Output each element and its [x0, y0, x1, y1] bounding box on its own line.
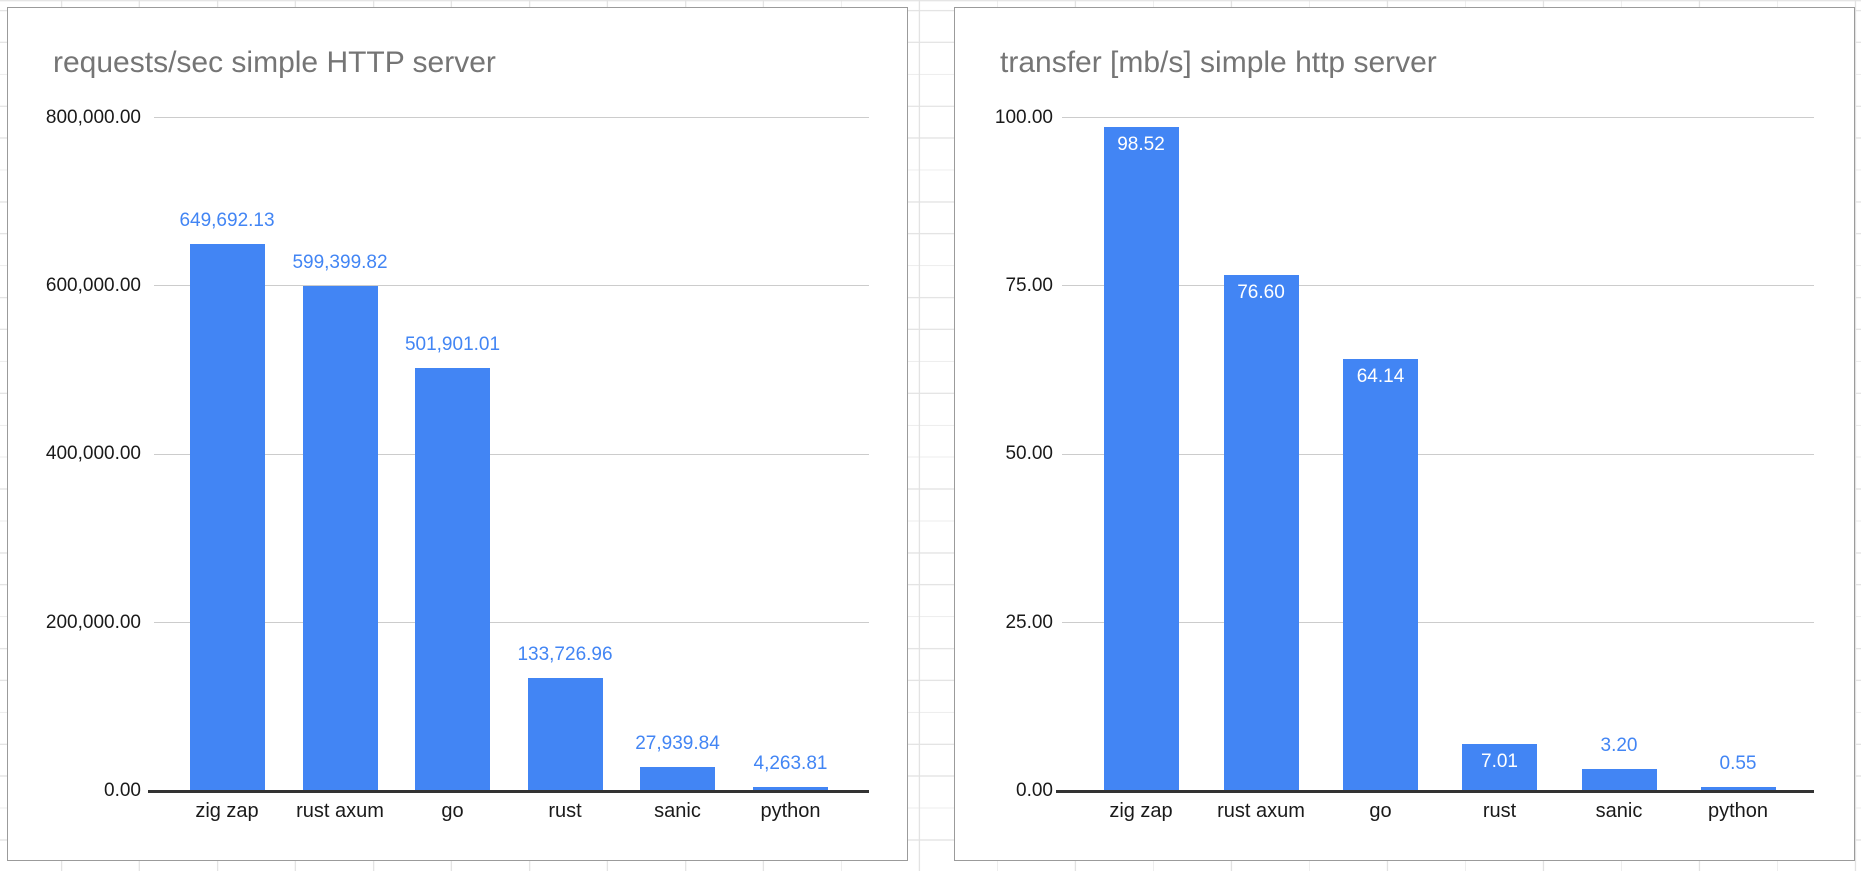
chart-requests-per-sec[interactable]: requests/sec simple HTTP server 800,000.…	[7, 7, 908, 861]
bar-value-label: 0.55	[1719, 753, 1757, 775]
y-axis-tick-label: 100.00	[994, 106, 1053, 128]
x-axis-category-label: go	[1369, 800, 1392, 822]
x-axis-category-label: zig zap	[195, 800, 259, 822]
chart-title-requests: requests/sec simple HTTP server	[53, 46, 496, 79]
x-axis-baseline	[148, 790, 869, 793]
x-axis-category-label: zig zap	[1109, 800, 1173, 822]
y-axis-tick-label: 600,000.00	[45, 274, 141, 296]
y-axis-tick-label: 50.00	[1005, 443, 1053, 465]
y-gridline	[154, 453, 869, 455]
y-axis-tick-label: 400,000.00	[45, 443, 141, 465]
bar-value-label: 4,263.81	[753, 753, 828, 775]
y-gridline	[154, 285, 869, 287]
bar-go	[415, 368, 490, 791]
x-axis-category-label: rust	[1482, 800, 1517, 822]
y-axis-tick-label: 25.00	[1005, 611, 1053, 633]
y-gridline	[1062, 285, 1814, 287]
y-axis-tick-label: 800,000.00	[45, 106, 141, 128]
bar-value-label: 64.14	[1356, 366, 1405, 388]
bar-value-label: 501,901.01	[404, 334, 501, 356]
x-axis-category-label: sanic	[1595, 800, 1643, 822]
bar-rust	[1462, 743, 1537, 791]
bar-python	[753, 787, 828, 791]
y-axis-tick-label: 75.00	[1005, 274, 1053, 296]
x-axis-baseline	[1056, 790, 1814, 793]
bar-rust-axum	[1223, 275, 1299, 791]
bar-value-label: 76.60	[1237, 282, 1285, 304]
bar-value-label: 133,726.96	[517, 644, 613, 666]
y-axis-tick-label: 0.00	[1016, 780, 1053, 801]
y-gridline	[1062, 453, 1814, 455]
bar-value-label: 3.20	[1600, 735, 1638, 757]
bar-sanic	[1581, 769, 1657, 791]
y-axis-tick-label: 200,000.00	[45, 611, 141, 633]
bar-zig-zap	[1103, 127, 1179, 791]
bar-rust-axum	[302, 286, 378, 791]
x-axis-category-label: rust axum	[1217, 800, 1305, 822]
x-axis-category-label: sanic	[654, 800, 701, 822]
x-axis-category-label: python	[760, 800, 821, 822]
x-axis-category-label: go	[441, 800, 464, 822]
x-axis-category-label: rust axum	[296, 800, 384, 822]
bar-python	[1700, 787, 1776, 791]
x-axis-category-label: python	[1707, 800, 1769, 822]
bar-value-label: 98.52	[1117, 134, 1165, 156]
bar-value-label: 649,692.13	[179, 210, 275, 232]
y-gridline	[1062, 622, 1814, 624]
bar-value-label: 7.01	[1481, 750, 1518, 772]
x-axis-category-label: rust	[548, 800, 582, 822]
bar-sanic	[640, 767, 715, 791]
chart-transfer-mbps[interactable]: transfer [mb/s] simple http server 100.0…	[954, 7, 1855, 861]
bar-value-label: 27,939.84	[635, 733, 720, 755]
y-axis-tick-label: 0.00	[104, 780, 141, 801]
y-gridline	[1062, 117, 1814, 118]
bar-go	[1343, 359, 1418, 791]
y-gridline	[154, 117, 869, 118]
bar-zig-zap	[189, 244, 265, 791]
bar-rust	[527, 678, 603, 791]
chart-title-transfer: transfer [mb/s] simple http server	[1000, 46, 1437, 79]
y-gridline	[154, 622, 869, 624]
bar-value-label: 599,399.82	[292, 252, 388, 274]
